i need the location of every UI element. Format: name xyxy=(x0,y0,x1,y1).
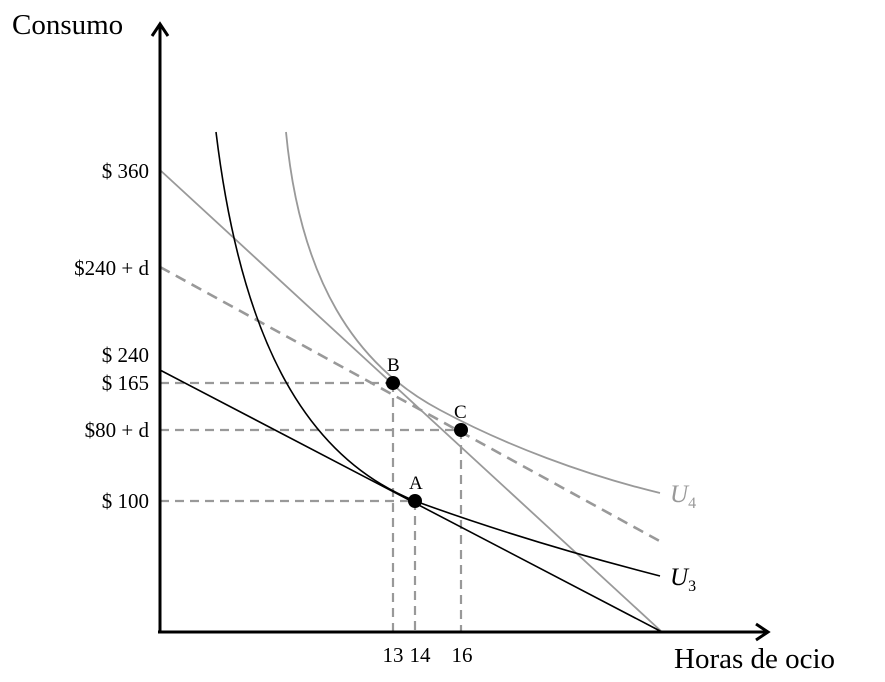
curve-label-u3-sub: 3 xyxy=(688,578,696,595)
curve-label-u4-sub: 4 xyxy=(688,495,696,512)
indifference-curve-u3 xyxy=(215,131,661,577)
point-b-label: B xyxy=(387,355,400,376)
points xyxy=(386,376,468,508)
x-tick-16: 16 xyxy=(452,643,473,667)
axes xyxy=(150,21,771,642)
point-c-label: C xyxy=(454,402,467,423)
y-tick-80-d: $80 + d xyxy=(85,418,150,442)
point-a-label: A xyxy=(409,473,423,494)
curve-label-u4: U4 xyxy=(670,481,696,512)
x-tick-13: 13 xyxy=(383,643,404,667)
point-a xyxy=(408,494,422,508)
budget-line-subsidy xyxy=(159,265,666,546)
y-tick-165: $ 165 xyxy=(102,371,149,395)
point-b xyxy=(386,376,400,390)
curve-label-u3-letter: U xyxy=(670,564,690,591)
point-c xyxy=(454,423,468,437)
y-tick-240: $ 240 xyxy=(102,343,149,367)
curve-label-u4-letter: U xyxy=(670,481,690,508)
x-axis-arrow xyxy=(755,622,771,642)
y-tick-360: $ 360 xyxy=(102,159,149,183)
y-tick-240-d: $240 + d xyxy=(74,256,149,280)
x-axis-title: Horas de ocio xyxy=(674,643,835,675)
guide-lines xyxy=(160,381,463,632)
x-tick-14: 14 xyxy=(410,643,432,667)
y-axis-title: Consumo xyxy=(12,9,123,41)
y-axis-arrow xyxy=(150,21,170,37)
budget-line-high xyxy=(159,169,663,633)
curve-label-u3: U3 xyxy=(670,564,696,595)
indifference-curve-u4 xyxy=(285,131,661,494)
y-tick-100: $ 100 xyxy=(102,489,149,513)
